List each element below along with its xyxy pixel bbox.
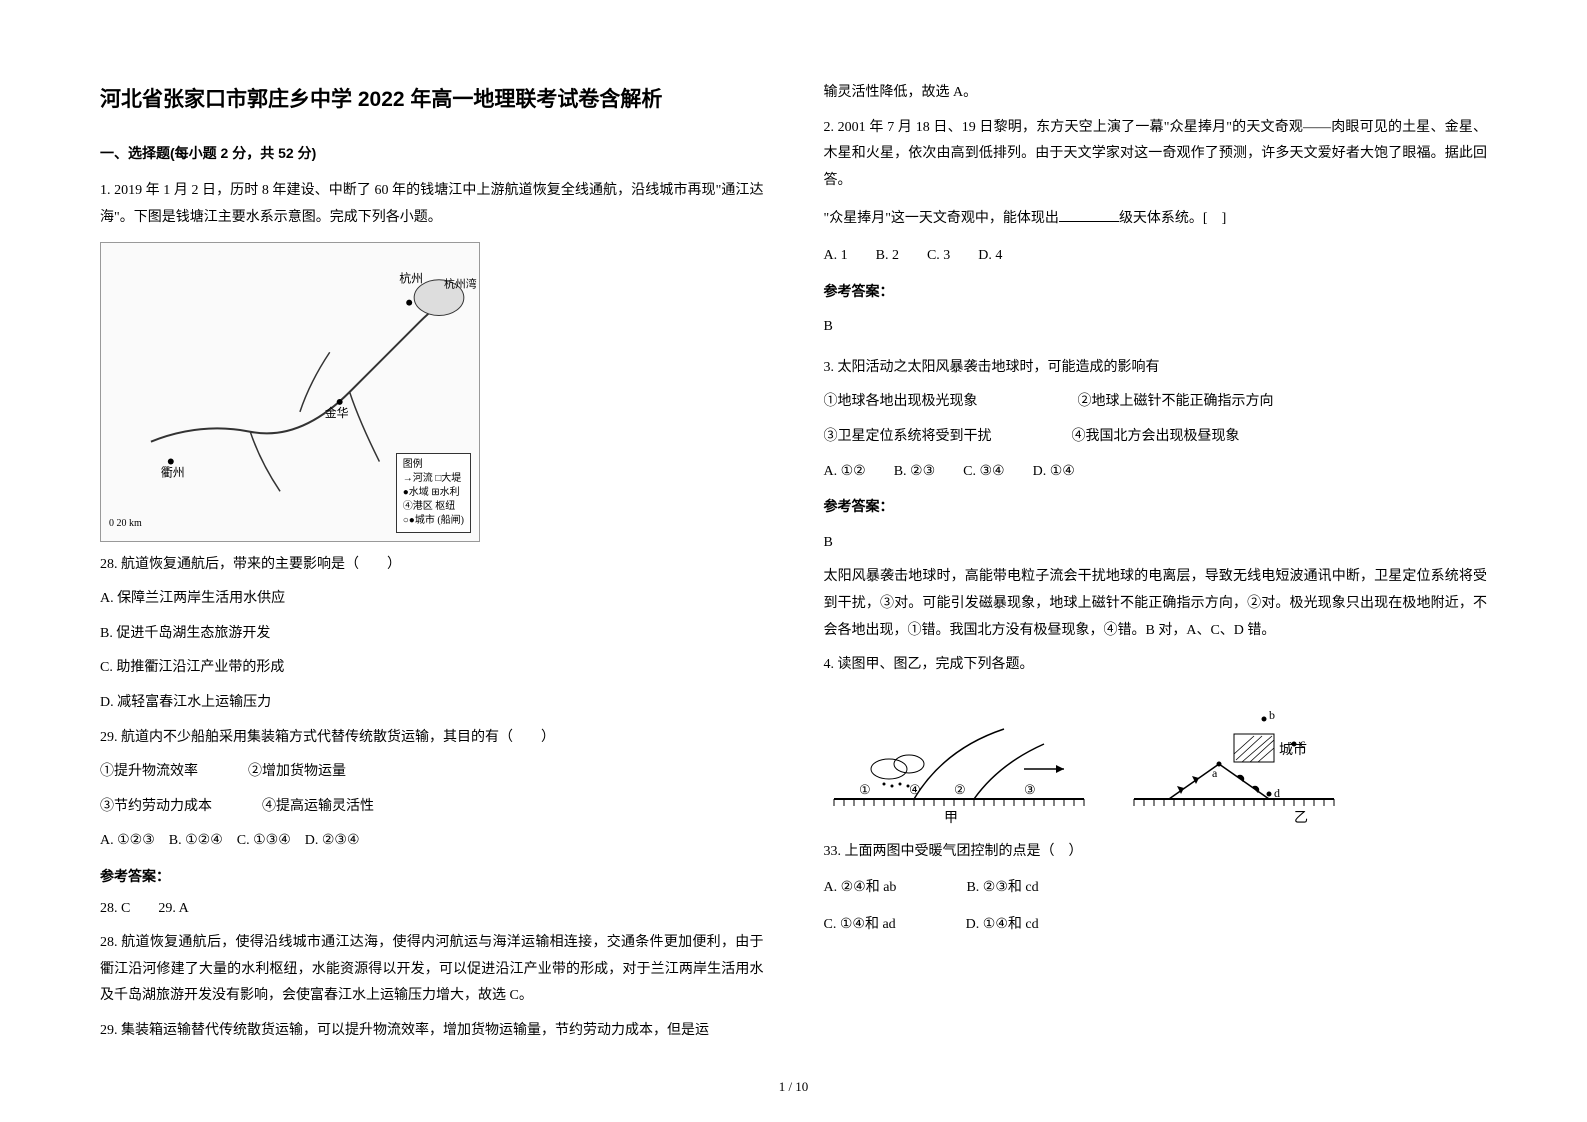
svg-text:b: b <box>1269 708 1275 722</box>
legend-item-2: ④港区 枢纽 <box>403 500 464 514</box>
q3-answer-heading: 参考答案： <box>824 493 1488 520</box>
q29-item4: ④提高运输灵活性 <box>262 794 374 821</box>
q33-stem: 33. 上面两图中受暖气团控制的点是（ ） <box>824 839 1488 866</box>
q33-row1: A. ②④和 ab B. ②③和 cd <box>824 875 1488 902</box>
q2-options: A. 1 B. 2 C. 3 D. 4 <box>824 243 1488 270</box>
q29-explanation-cont: 输灵活性降低，故选 A。 <box>824 80 1488 107</box>
q28-optB: B. 促进千岛湖生态旅游开发 <box>100 621 764 648</box>
q4-intro: 4. 读图甲、图乙，完成下列各题。 <box>824 652 1488 679</box>
map-scale: 0 20 km <box>109 514 142 533</box>
q1-answer-line: 28. C 29. A <box>100 896 764 923</box>
svg-text:甲: 甲 <box>944 811 958 824</box>
q29-stem: 29. 航道内不少船舶采用集装箱方式代替传统散货运输，其目的有（ ） <box>100 725 764 752</box>
q2-answer: B <box>824 314 1488 341</box>
map-legend: 图例 →河流 □大堤 ●水域 ⊞水利 ④港区 枢纽 ○●城市 (船闸) <box>396 453 471 533</box>
svg-text:①: ① <box>859 782 871 797</box>
q3-answer: B <box>824 530 1488 557</box>
page-container: 河北省张家口市郭庄乡中学 2022 年高一地理联考试卷含解析 一、选择题(每小题… <box>100 80 1487 1060</box>
qiantang-river-map: 杭州 杭州湾 金华 衢州 图例 →河流 □大堤 ●水域 ⊞水利 ④港区 枢纽 ○… <box>100 242 480 542</box>
q33-optB: B. ②③和 cd <box>966 875 1038 902</box>
legend-title: 图例 <box>403 458 464 472</box>
q3-item3: ③卫星定位系统将受到干扰 <box>824 424 992 451</box>
right-column: 输灵活性降低，故选 A。 2. 2001 年 7 月 18 日、19 日黎明，东… <box>824 80 1488 1060</box>
svg-text:a: a <box>1212 766 1218 780</box>
legend-item-3: ○●城市 (船闸) <box>403 514 464 528</box>
svg-text:c: c <box>1300 736 1305 750</box>
q28-optD: D. 减轻富春江水上运输压力 <box>100 690 764 717</box>
document-title: 河北省张家口市郭庄乡中学 2022 年高一地理联考试卷含解析 <box>100 80 764 120</box>
legend-item-1: ●水域 ⊞水利 <box>403 486 464 500</box>
jinhua-label: 金华 <box>325 406 349 420</box>
q1-intro: 1. 2019 年 1 月 2 日，历时 8 年建设、中断了 60 年的钱塘江中… <box>100 178 764 231</box>
svg-text:④: ④ <box>909 782 921 797</box>
page-footer: 1 / 10 <box>100 1075 1487 1100</box>
q2-stem-after: 级天体系统。[ ] <box>1119 211 1226 226</box>
q3-options: A. ①② B. ②③ C. ③④ D. ①④ <box>824 459 1488 486</box>
q2-intro: 2. 2001 年 7 月 18 日、19 日黎明，东方天空上演了一幕"众星捧月… <box>824 115 1488 195</box>
q33-optC: C. ①④和 ad <box>824 912 896 939</box>
hangzhou-label: 杭州 <box>399 271 423 285</box>
q1-answer-heading: 参考答案： <box>100 863 764 890</box>
svg-text:②: ② <box>954 782 966 797</box>
q29-explanation: 29. 集装箱运输替代传统散货运输，可以提升物流效率，增加货物运输量，节约劳动力… <box>100 1018 764 1045</box>
q29-item2: ②增加货物运量 <box>248 759 346 786</box>
quzhou-label: 衢州 <box>161 465 185 479</box>
svg-text:d: d <box>1274 786 1280 800</box>
q28-optA: A. 保障兰江两岸生活用水供应 <box>100 586 764 613</box>
q2-stem-before: "众星捧月"这一天文奇观中，能体现出 <box>824 211 1059 226</box>
svg-text:③: ③ <box>1024 782 1036 797</box>
q28-optC: C. 助推衢江沿江产业带的形成 <box>100 655 764 682</box>
diagram-svg: ① ④ ② ③ 甲 <box>824 694 1344 824</box>
q29-item1: ①提升物流效率 <box>100 759 198 786</box>
q33-optD: D. ①④和 cd <box>966 912 1039 939</box>
q3-items-row1: ①地球各地出现极光现象 ②地球上磁针不能正确指示方向 <box>824 389 1488 416</box>
q3-items-row2: ③卫星定位系统将受到干扰 ④我国北方会出现极昼现象 <box>824 424 1488 451</box>
q33-row2: C. ①④和 ad D. ①④和 cd <box>824 912 1488 939</box>
legend-item-0: →河流 □大堤 <box>403 472 464 486</box>
q3-stem: 3. 太阳活动之太阳风暴袭击地球时，可能造成的影响有 <box>824 355 1488 382</box>
svg-text:乙: 乙 <box>1294 810 1308 824</box>
q29-options: A. ①②③ B. ①②④ C. ①③④ D. ②③④ <box>100 828 764 855</box>
q29-items-row1: ①提升物流效率 ②增加货物运量 <box>100 759 764 786</box>
q29-item3: ③节约劳动力成本 <box>100 794 212 821</box>
section-1-heading: 一、选择题(每小题 2 分，共 52 分) <box>100 140 764 167</box>
q3-item2: ②地球上磁针不能正确指示方向 <box>1078 389 1274 416</box>
left-column: 河北省张家口市郭庄乡中学 2022 年高一地理联考试卷含解析 一、选择题(每小题… <box>100 80 764 1060</box>
q2-answer-heading: 参考答案： <box>824 278 1488 305</box>
q3-explanation: 太阳风暴袭击地球时，高能带电粒子流会干扰地球的电离层，导致无线电短波通讯中断，卫… <box>824 564 1488 644</box>
hangzhouwan-label: 杭州湾 <box>444 276 477 290</box>
q3-item4: ④我国北方会出现极昼现象 <box>1072 424 1240 451</box>
q28-stem: 28. 航道恢复通航后，带来的主要影响是（ ） <box>100 552 764 579</box>
q3-item1: ①地球各地出现极光现象 <box>824 389 978 416</box>
q2-stem: "众星捧月"这一天文奇观中，能体现出 级天体系统。[ ] <box>824 206 1488 233</box>
q29-items-row2: ③节约劳动力成本 ④提高运输灵活性 <box>100 794 764 821</box>
q28-explanation: 28. 航道恢复通航后，使得沿线城市通江达海，使得内河航运与海洋运输相连接，交通… <box>100 930 764 1010</box>
q33-optA: A. ②④和 ab <box>824 875 897 902</box>
weather-front-diagram: ① ④ ② ③ 甲 <box>824 694 1344 824</box>
blank-fill <box>1059 208 1119 222</box>
